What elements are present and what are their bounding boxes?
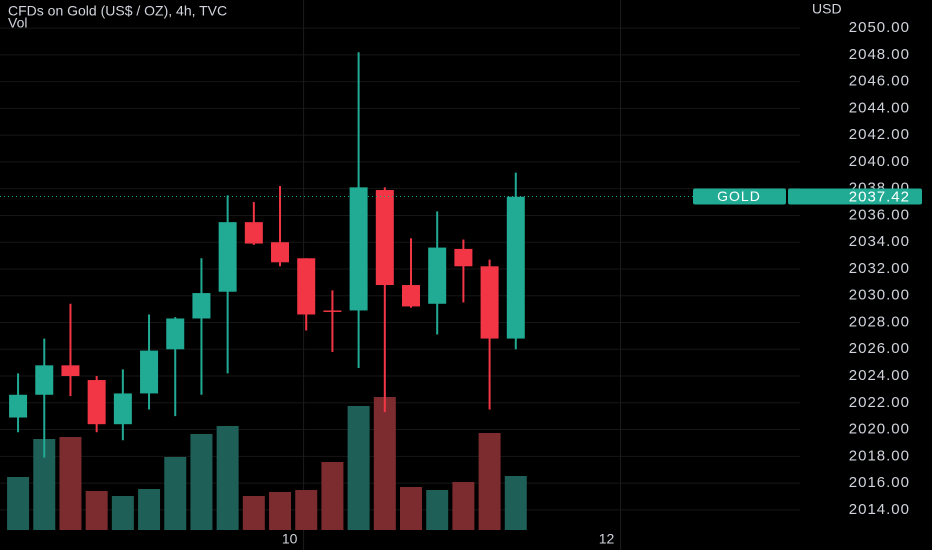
volume-bar <box>190 434 213 530</box>
volume-bar <box>321 462 344 530</box>
candle-body <box>244 222 263 244</box>
y-tick-label: 2048.00 <box>849 46 910 63</box>
y-tick-label: 2036.00 <box>849 206 910 223</box>
volume-bar <box>347 406 370 530</box>
volume-bar <box>400 487 423 530</box>
volume-bar <box>269 492 292 530</box>
volume-bar <box>295 490 318 530</box>
candle-body <box>480 266 499 339</box>
candle-body <box>297 258 316 315</box>
x-tick-label: 12 <box>599 531 615 547</box>
candle-body <box>323 310 342 312</box>
candle-body <box>506 196 525 339</box>
candle-body <box>166 318 185 350</box>
volume-bar <box>242 496 265 530</box>
y-tick-label: 2034.00 <box>849 233 910 250</box>
volume-bar <box>452 482 475 530</box>
candle-body <box>35 365 54 395</box>
volume-bar <box>478 433 501 530</box>
candle-body <box>454 248 473 267</box>
price-label: 2037.42 <box>849 188 910 205</box>
candle-body <box>113 393 132 425</box>
y-tick-label: 2040.00 <box>849 153 910 170</box>
volume-bar <box>59 437 82 530</box>
volume-bar <box>504 476 527 530</box>
chart-title: CFDs on Gold (US$ / OZ), 4h, TVC <box>8 3 227 19</box>
volume-bar <box>373 397 396 530</box>
price-tag-box <box>693 188 786 205</box>
candle-body <box>87 380 106 425</box>
candle-body <box>218 222 237 292</box>
y-tick-label: 2042.00 <box>849 126 910 143</box>
candle-body <box>402 285 421 307</box>
y-tick-label: 2020.00 <box>849 421 910 438</box>
y-axis-label: USD <box>812 1 842 17</box>
y-tick-label: 2030.00 <box>849 287 910 304</box>
price-label-box <box>788 188 922 205</box>
candle-body <box>375 190 394 286</box>
y-tick-label: 2022.00 <box>849 394 910 411</box>
candle-body <box>61 365 80 377</box>
volume-bar <box>216 426 239 530</box>
candle-body <box>428 247 447 304</box>
candle-body <box>271 242 290 263</box>
candle-body <box>349 187 368 311</box>
y-tick-label: 2028.00 <box>849 313 910 330</box>
volume-bar <box>138 489 161 530</box>
volume-bar <box>85 491 108 530</box>
y-tick-label: 2044.00 <box>849 99 910 116</box>
volume-bar <box>111 496 134 530</box>
y-tick-label: 2016.00 <box>849 474 910 491</box>
price-tag-name: GOLD <box>717 188 761 204</box>
y-tick-label: 2024.00 <box>849 367 910 384</box>
y-tick-label: 2050.00 <box>849 19 910 36</box>
y-tick-label: 2046.00 <box>849 73 910 90</box>
candle-body <box>192 293 211 319</box>
candle-body <box>140 350 159 394</box>
y-tick-label: 2014.00 <box>849 501 910 518</box>
volume-bar <box>33 439 56 530</box>
volume-bar <box>426 490 449 530</box>
y-tick-label: 2026.00 <box>849 340 910 357</box>
x-tick-label: 10 <box>282 531 298 547</box>
y-tick-label: 2032.00 <box>849 260 910 277</box>
volume-bar <box>164 457 187 530</box>
volume-label: Vol <box>8 15 27 31</box>
y-tick-label: 2018.00 <box>849 447 910 464</box>
volume-bar <box>7 477 30 530</box>
candle-body <box>9 394 28 418</box>
